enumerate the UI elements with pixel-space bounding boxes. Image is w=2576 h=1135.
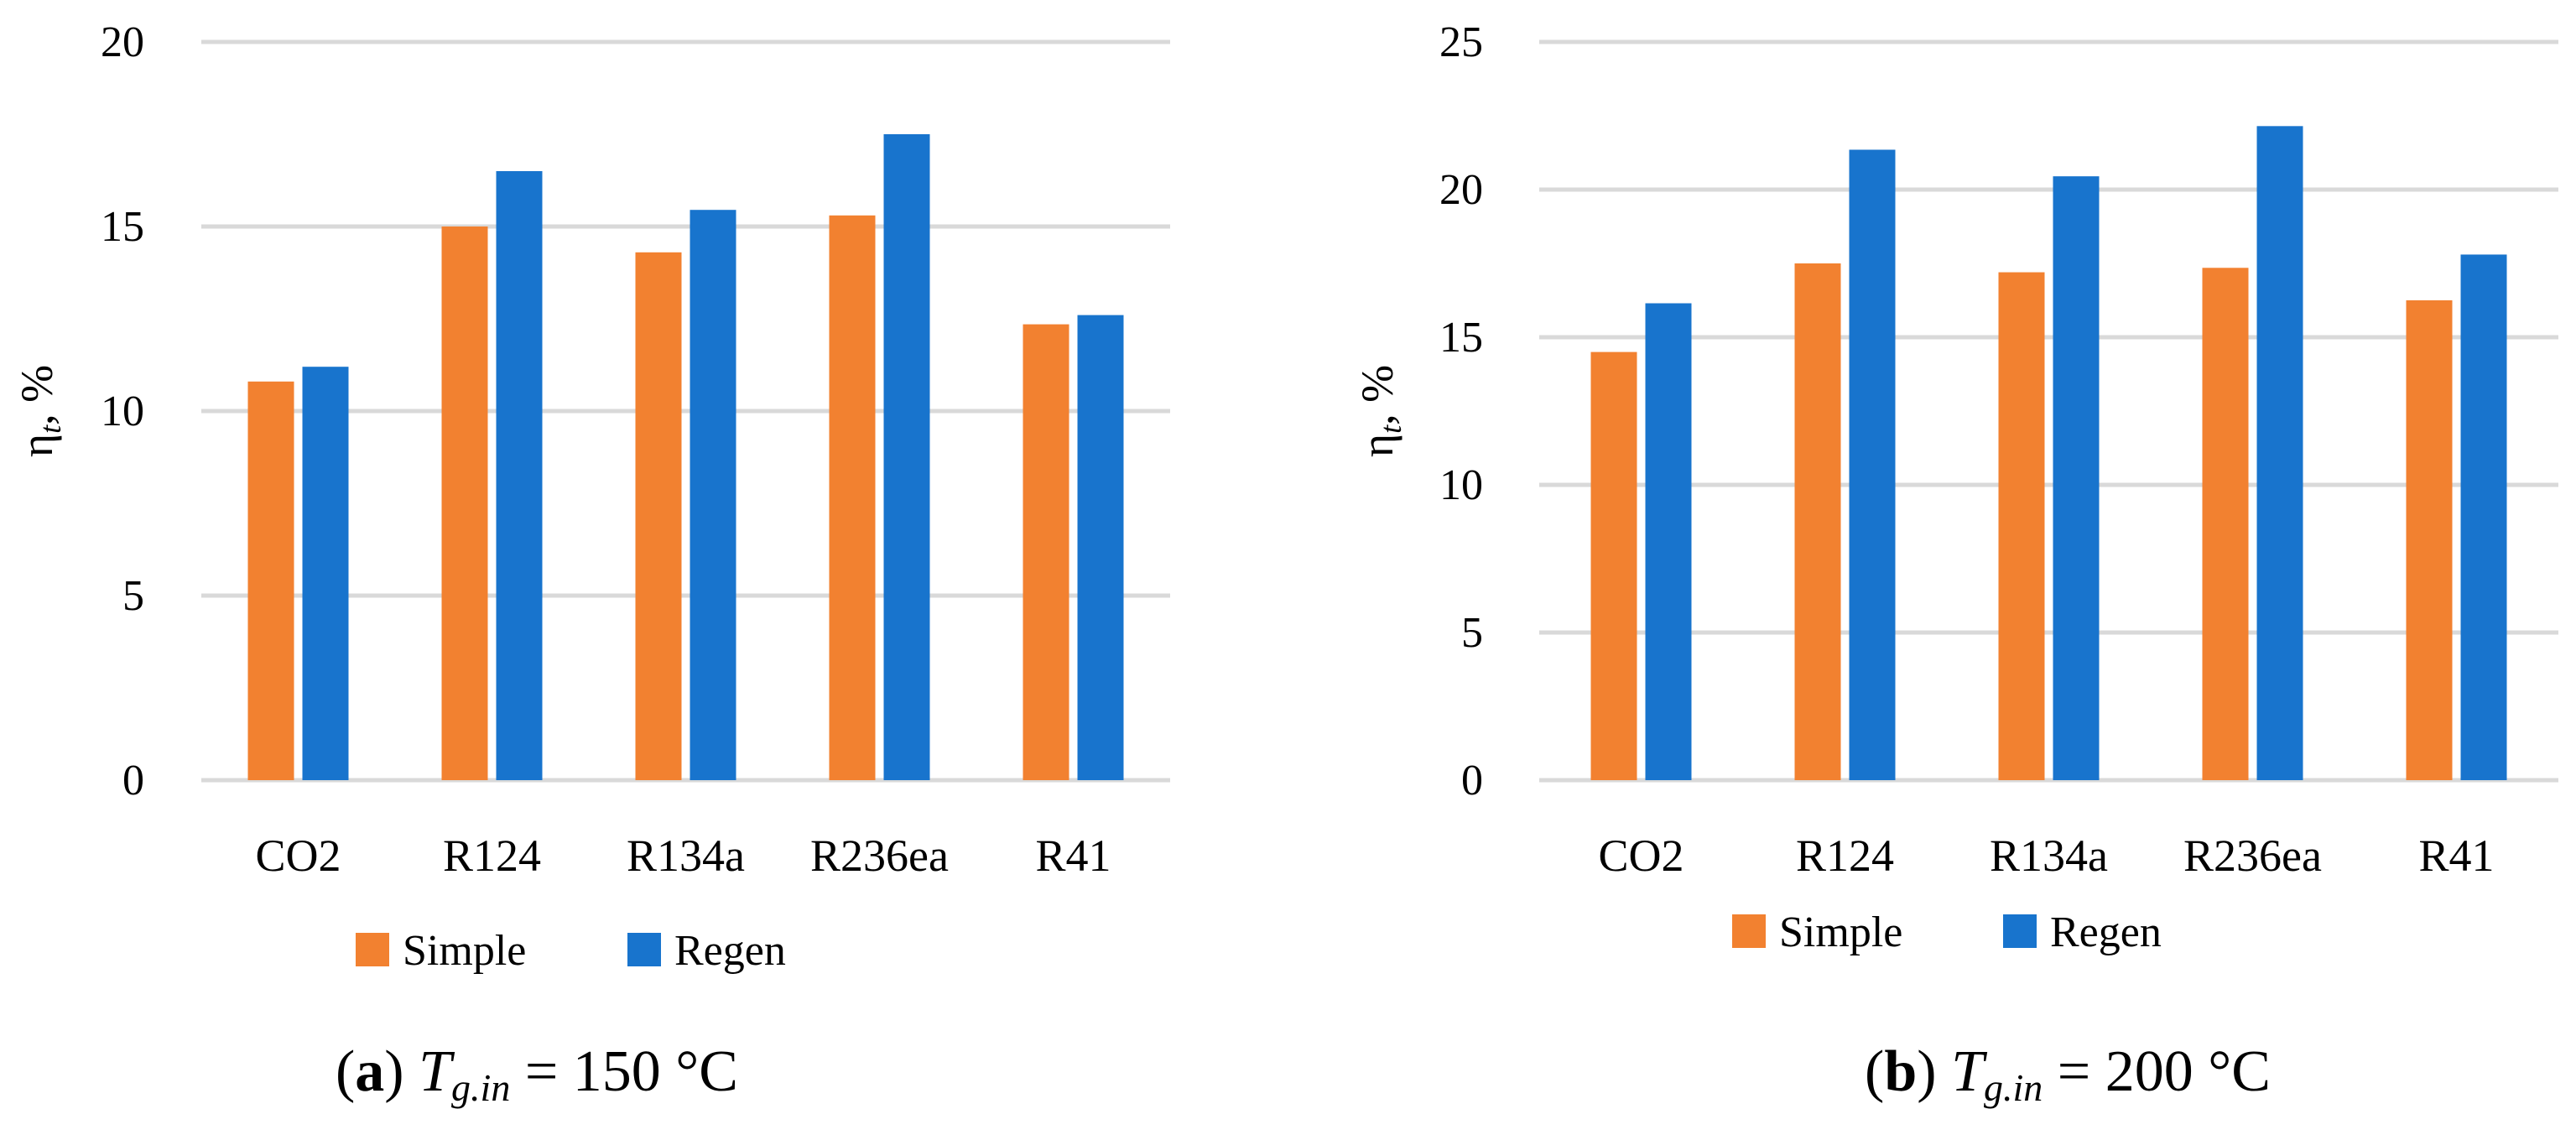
y-tick-label: 20 — [101, 18, 144, 66]
bar-regen-r236ea — [2256, 126, 2303, 780]
x-category-label: R124 — [443, 830, 541, 881]
x-category-label: CO2 — [1598, 830, 1684, 881]
legend-swatch-simple — [356, 933, 389, 966]
bar-simple-r124 — [1794, 263, 1841, 780]
y-tick-label: 10 — [101, 388, 144, 435]
y-tick-label: 15 — [101, 203, 144, 251]
bar-regen-co2 — [1645, 303, 1692, 780]
bar-regen-r124 — [1849, 149, 1896, 781]
bar-simple-r41 — [1023, 324, 1069, 781]
bar-regen-r41 — [1077, 315, 1124, 781]
chart-panel-b: 0 5 10 15 20 25 CO2 R124 R134a R236ea R41 ηt, % Simp… — [1352, 18, 2558, 1109]
y-axis-label: ηt, % — [1352, 365, 1408, 457]
bar-simple-co2 — [247, 381, 294, 780]
panel-caption: (b) Tg.in = 200 °C — [1865, 1039, 2271, 1109]
y-tick-label: 5 — [1461, 609, 1483, 657]
bar-simple-co2 — [1590, 351, 1637, 780]
x-category-label: R41 — [2418, 830, 2494, 881]
x-category-label: R124 — [1796, 830, 1894, 881]
x-category-label: R41 — [1035, 830, 1111, 881]
legend-swatch-regen — [627, 933, 661, 966]
bar-simple-r134a — [635, 252, 682, 780]
x-category-label: CO2 — [255, 830, 341, 881]
legend-label-simple: Simple — [1779, 909, 1902, 956]
bar-regen-r236ea — [883, 134, 930, 780]
chart-panel-a: 0 5 10 15 20 CO2 R124 R134a R236ea R41 ηt, % Simple… — [12, 18, 1170, 1109]
y-tick-label: 0 — [1461, 757, 1483, 804]
y-tick-label: 15 — [1439, 314, 1483, 362]
y-tick-label: 20 — [1439, 166, 1483, 214]
bar-regen-r41 — [2460, 254, 2507, 780]
legend-swatch-simple — [1732, 914, 1766, 948]
bar-regen-co2 — [302, 367, 349, 780]
bar-simple-r236ea — [2202, 268, 2249, 780]
y-tick-label: 10 — [1439, 461, 1483, 509]
y-tick-label: 25 — [1439, 18, 1483, 66]
x-category-label: R134a — [627, 830, 745, 881]
bar-simple-r124 — [441, 226, 488, 780]
x-category-label: R236ea — [2183, 830, 2322, 881]
x-category-label: R236ea — [810, 830, 949, 881]
panel-caption: (a) Tg.in = 150 °C — [336, 1039, 738, 1109]
bar-simple-r134a — [1998, 272, 2045, 780]
bar-simple-r236ea — [829, 215, 876, 780]
y-axis-label: ηt, % — [12, 365, 67, 457]
legend-label-regen: Regen — [2050, 909, 2162, 956]
bar-regen-r124 — [496, 171, 543, 780]
legend-label-regen: Regen — [674, 927, 786, 975]
y-tick-label: 5 — [122, 572, 144, 620]
bar-regen-r134a — [690, 210, 736, 780]
x-category-label: R134a — [1990, 830, 2108, 881]
y-tick-label: 0 — [122, 757, 144, 804]
legend-label-simple: Simple — [403, 927, 526, 975]
legend-swatch-regen — [2003, 914, 2037, 948]
bar-simple-r41 — [2406, 300, 2453, 780]
bar-regen-r134a — [2053, 176, 2100, 780]
